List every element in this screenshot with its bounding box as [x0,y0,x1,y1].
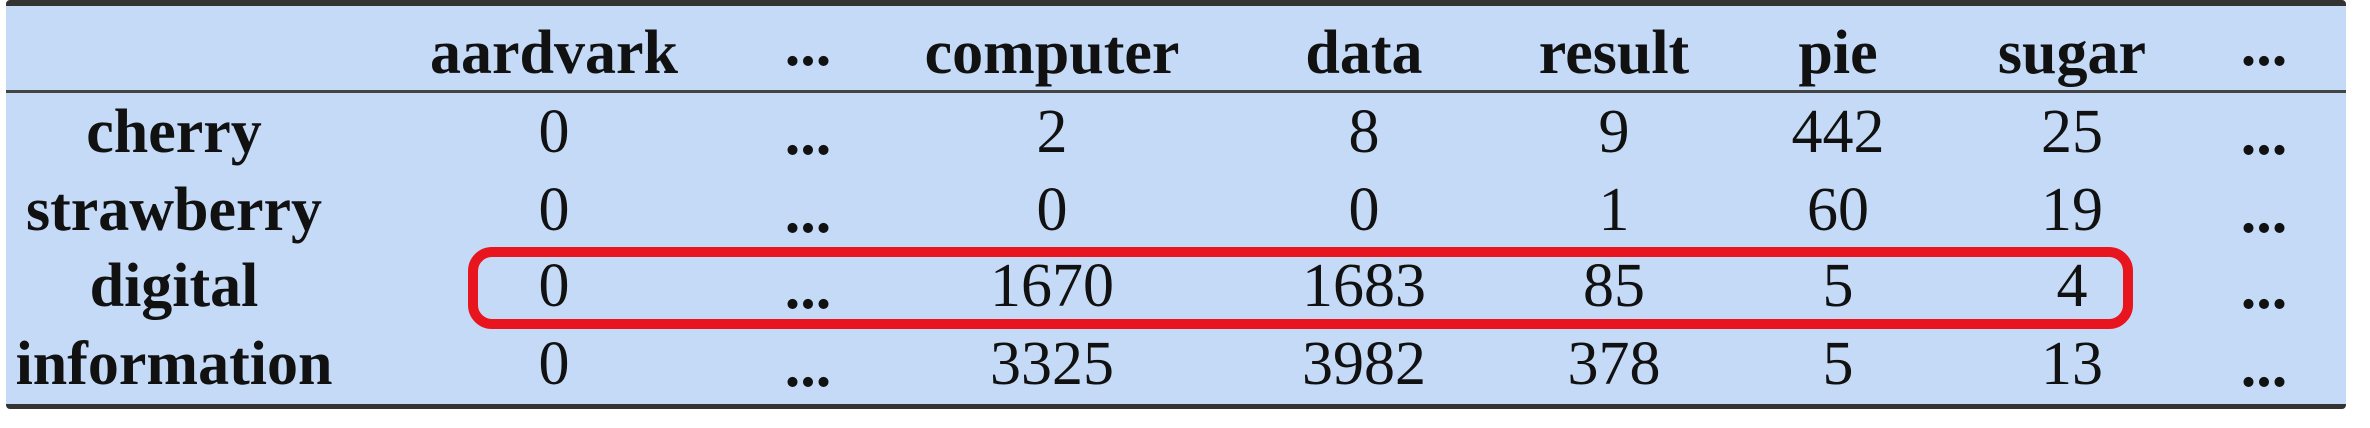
table-cell: 13 [2041,330,2103,398]
table-cell: 1670 [990,252,1114,320]
table-cell: 9 [1598,98,1630,166]
table-cell: 4 [2056,252,2088,320]
table-cell: 0 [1036,176,1068,244]
column-header: ... [2240,11,2288,79]
table-cell: 1 [1598,176,1630,244]
row-label: information [15,330,333,398]
table-cell: 8 [1348,98,1380,166]
table-cell: ... [2240,178,2288,246]
column-header: pie [1798,19,1878,87]
table-cell: 1683 [1302,252,1426,320]
table-cell: 3325 [990,330,1114,398]
table-cell: 85 [1583,252,1645,320]
table-cell: 378 [1567,330,1661,398]
table-cell: 5 [1822,252,1854,320]
table-cell: ... [2240,254,2288,322]
table-cell: 5 [1822,330,1854,398]
table-cell: 0 [538,98,570,166]
table-cell: ... [784,178,832,246]
term-document-matrix: aardvark... computer data result pie sugar...… [6,0,2346,409]
row-label: digital [89,252,259,320]
table-cell: 19 [2041,176,2103,244]
column-header: ... [784,11,832,79]
table-cell: 2 [1036,98,1068,166]
table-cell: 0 [538,330,570,398]
table-cell: 60 [1807,176,1869,244]
header-rule [6,90,2346,93]
table-cell: ... [2240,332,2288,400]
table-cell: 3982 [1302,330,1426,398]
row-label: strawberry [25,176,323,244]
table-cell: 25 [2041,98,2103,166]
column-header: data [1305,19,1423,87]
table-cell: 442 [1791,98,1885,166]
column-header: aardvark [430,19,678,87]
column-header: result [1538,19,1690,87]
table-cell: 0 [538,252,570,320]
table-cell: ... [2240,100,2288,168]
table-cell: ... [784,100,832,168]
table-cell: ... [784,254,832,322]
highlight-box-digital-row [468,247,2133,329]
column-header: computer [924,19,1180,87]
row-label: cherry [86,98,262,166]
table-cell: ... [784,332,832,400]
table-cell: 0 [1348,176,1380,244]
column-header: sugar [1997,19,2147,87]
table-cell: 0 [538,176,570,244]
